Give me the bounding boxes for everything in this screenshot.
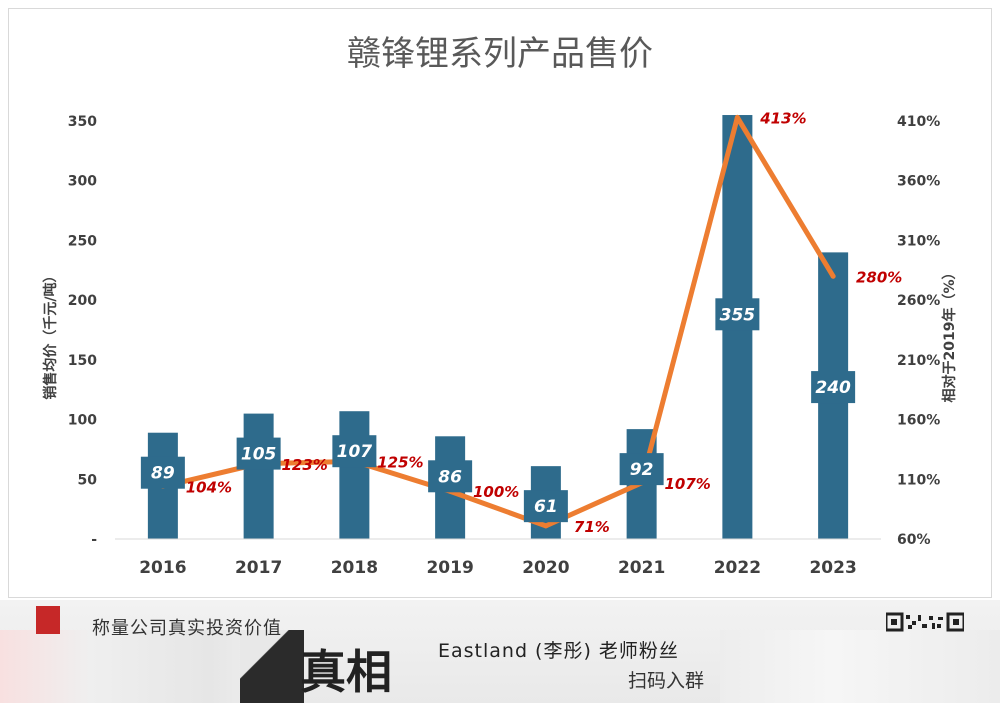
banner-dark-wedge (240, 630, 304, 703)
ratio-value-label-2017: 123% (281, 456, 327, 474)
bar-value-label-2023: 240 (815, 378, 851, 398)
bar-value-label-2016: 89 (151, 464, 175, 484)
y2-tick-label-6: 360% (897, 174, 940, 190)
y-tick-label-1: 50 (78, 472, 98, 488)
bar-value-label-2020: 61 (534, 497, 558, 517)
promo-banner: 称量公司真实投资价值 真相 Eastland (李彤) 老师粉丝 扫码入群 (0, 600, 1000, 703)
bar-label-box-2022 (715, 298, 760, 331)
y2-tick-label-0: 60% (897, 532, 931, 548)
y-tick-label-2: 100 (68, 413, 97, 429)
bar-label-box-2018 (332, 435, 377, 468)
x-tick-label-2016: 2016 (139, 558, 186, 578)
ratio-value-label-2018: 125% (377, 453, 423, 471)
bar-label-box-2017 (236, 437, 281, 470)
banner-red-tab (36, 606, 60, 634)
bar-label-box-2020 (523, 490, 568, 523)
ratio-value-label-2023: 280% (856, 268, 902, 286)
labels-layer: 89 105 107 86 61 92 355 240 104% 123% 125% 100% 71% 1… (140, 109, 902, 536)
bar-label-box-2021 (619, 453, 664, 486)
y2-tick-label-7: 410% (897, 114, 940, 130)
bar-value-label-2019: 86 (438, 467, 462, 487)
ratio-value-label-2021: 107% (664, 475, 710, 493)
bar-2018 (339, 411, 370, 539)
x-tick-label-2023: 2023 (809, 558, 856, 578)
ratio-point-2023 (830, 273, 836, 279)
x-tick-label-2020: 2020 (522, 558, 569, 578)
x-tick-label-2019: 2019 (426, 558, 473, 578)
y2-axis-label: 相对于2019年（%） (941, 266, 958, 403)
y-tick-label-5: 250 (68, 233, 97, 249)
chart-svg: 赣锋锂系列产品售价 销售均价（千元/吨） 相对于2019年（%） 89 105 10… (42, 34, 958, 578)
bar-2017 (243, 413, 274, 539)
y-axis-label: 销售均价（千元/吨） (42, 268, 59, 399)
banner-scan: 扫码入群 (628, 670, 705, 692)
banner-big-text: 真相 (300, 645, 392, 699)
banner-tagline: 称量公司真实投资价值 (92, 618, 282, 639)
banner-blur-right (720, 630, 1000, 703)
qr-code-icon[interactable] (886, 612, 964, 632)
y-tick-label-6: 300 (68, 174, 97, 190)
axis-layer: 2016 2017 2018 2019 2020 2021 2022 2023 - 50 100 15… (68, 114, 941, 578)
ratio-value-label-2020: 71% (574, 518, 610, 536)
chart-title: 赣锋锂系列产品售价 (347, 34, 653, 74)
y2-tick-label-2: 160% (897, 413, 940, 429)
y-tick-label-3: 150 (68, 353, 97, 369)
ratio-point-2022 (734, 114, 740, 120)
y2-tick-label-3: 210% (897, 353, 940, 369)
x-tick-label-2017: 2017 (235, 558, 282, 578)
ratio-value-label-2016: 104% (186, 478, 232, 496)
chart-frame: 赣锋锂系列产品售价 销售均价（千元/吨） 相对于2019年（%） 89 105 10… (8, 8, 992, 598)
bar-label-box-2023 (811, 371, 856, 404)
ratio-value-label-2019: 100% (473, 483, 519, 501)
ratio-value-label-2022: 413% (759, 109, 806, 127)
ratio-point-2020 (543, 523, 549, 529)
y-tick-label-0: - (91, 532, 97, 548)
y-tick-label-4: 200 (68, 293, 97, 309)
banner-teacher: Eastland (李彤) 老师粉丝 (438, 640, 679, 662)
bar-value-label-2017: 105 (241, 445, 277, 465)
y2-tick-label-4: 260% (897, 293, 940, 309)
bar-value-label-2021: 92 (630, 460, 654, 480)
y2-tick-label-5: 310% (897, 233, 940, 249)
y2-tick-label-1: 110% (897, 472, 940, 488)
bar-label-box-2016 (140, 456, 185, 489)
x-tick-label-2022: 2022 (714, 558, 761, 578)
x-tick-label-2018: 2018 (331, 558, 378, 578)
bar-label-box-2019 (428, 460, 473, 493)
bar-value-label-2022: 355 (720, 305, 756, 325)
y-tick-label-7: 350 (68, 114, 97, 130)
bar-value-label-2018: 107 (337, 442, 373, 462)
x-tick-label-2021: 2021 (618, 558, 665, 578)
